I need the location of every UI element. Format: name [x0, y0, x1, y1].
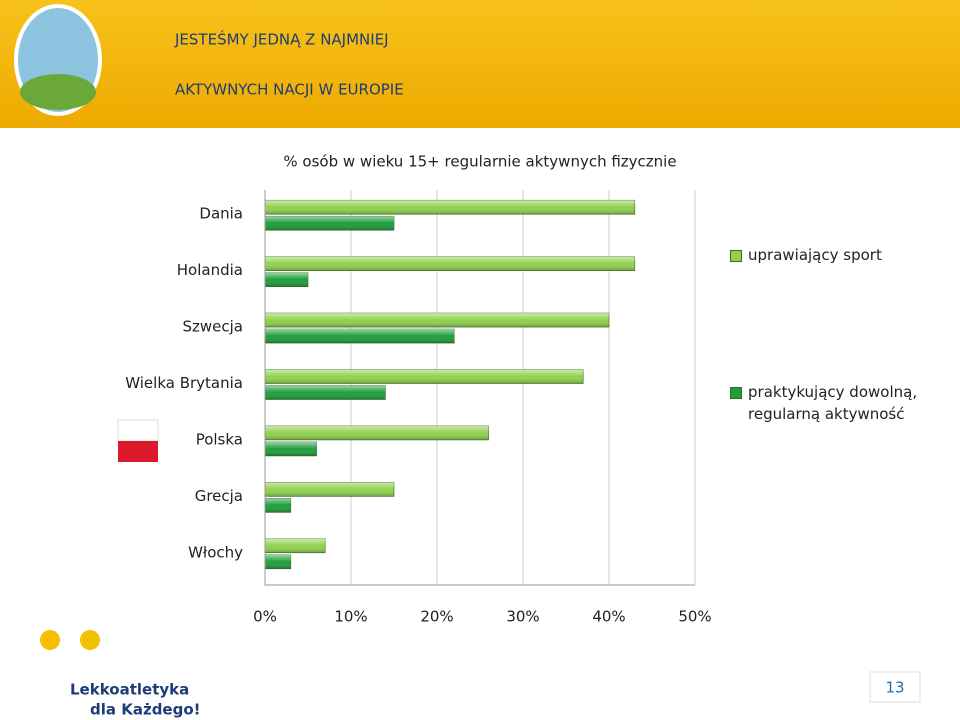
y-tick-label: Holandia — [177, 261, 243, 279]
bar-shine — [265, 441, 317, 456]
flag-white — [117, 419, 159, 442]
bar-shine — [265, 482, 394, 497]
x-tick-label: 20% — [420, 608, 453, 626]
x-tick-label: 40% — [592, 608, 625, 626]
header-band — [0, 0, 960, 128]
logo-figure — [40, 630, 60, 650]
photo-grass — [20, 74, 96, 110]
x-tick-label: 10% — [334, 608, 367, 626]
bar-shine — [265, 538, 326, 553]
bar-shine — [265, 385, 386, 400]
flag-red — [118, 441, 158, 462]
legend-label: uprawiający sport — [748, 246, 882, 264]
bar-shine — [265, 272, 308, 287]
bar-shine — [265, 313, 609, 328]
bar-shine — [265, 498, 291, 513]
bar-shine — [265, 369, 584, 384]
x-tick-label: 0% — [253, 608, 277, 626]
y-tick-label: Dania — [199, 205, 243, 223]
page-number: 13 — [885, 679, 904, 697]
legend-swatch — [730, 387, 742, 399]
y-tick-label: Szwecja — [183, 318, 244, 336]
y-tick-label: Grecja — [195, 487, 243, 505]
legend-label: praktykujący dowolną, regularną aktywnoś… — [748, 383, 918, 423]
title-line: JESTEŚMY JEDNĄ Z NAJMNIEJ — [174, 30, 389, 49]
logo-figure — [80, 630, 100, 650]
y-tick-label: Polska — [196, 430, 243, 448]
x-tick-label: 30% — [506, 608, 539, 626]
plot: 0% 10% 20% 30% 40% 50% Dania Holandia Szwecja Wie… — [125, 190, 712, 626]
y-tick-label: Wielka Brytania — [125, 374, 243, 392]
title-line: AKTYWNYCH NACJI W EUROPIE — [175, 81, 404, 99]
bar-shine — [265, 554, 291, 569]
logo: Lekkoatletyka — [70, 681, 189, 699]
bar-shine — [265, 216, 394, 231]
x-tick-label: 50% — [678, 608, 711, 626]
bar-shine — [265, 256, 635, 271]
logo-sub: dla Każdego! — [90, 701, 201, 719]
page-box — [869, 671, 921, 703]
bar-shine — [265, 329, 455, 344]
bar-shine — [265, 425, 489, 440]
legend: praktykujący dowolną, regularną aktywnoś… — [730, 381, 918, 425]
chart-title: % osób w wieku 15+ regularnie aktywnych … — [283, 153, 676, 171]
y-tick-label: Włochy — [188, 543, 243, 561]
bar-shine — [265, 200, 635, 215]
legend-swatch — [730, 250, 742, 262]
legend: uprawiający sport — [730, 244, 918, 266]
